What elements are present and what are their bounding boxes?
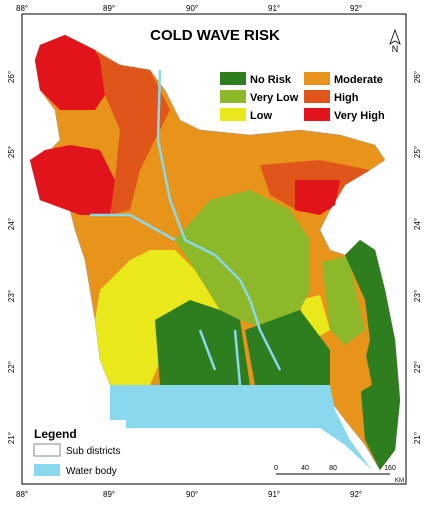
- latitude-label: 23°: [413, 290, 422, 302]
- scale-label: 0: [274, 465, 278, 472]
- latitude-label: 23°: [7, 290, 16, 302]
- longitude-label: 91°: [268, 490, 280, 499]
- water-body: [110, 385, 372, 470]
- latitude-label: 21°: [7, 432, 16, 444]
- legend-swatch: [220, 90, 246, 103]
- longitude-label: 89°: [103, 4, 115, 13]
- legend-swatch: [304, 90, 330, 103]
- longitude-label: 91°: [268, 4, 280, 13]
- latitude-label: 22°: [413, 361, 422, 373]
- latitude-label: 24°: [7, 218, 16, 230]
- latitude-label: 21°: [413, 432, 422, 444]
- legend-label: No Risk: [250, 74, 292, 86]
- very-low-region: [322, 256, 365, 345]
- longitude-label: 92°: [350, 490, 362, 499]
- very-low-region: [175, 190, 310, 330]
- high-region: [65, 35, 170, 215]
- legend-label: Sub districts: [66, 446, 120, 457]
- no-risk-region: [155, 300, 250, 385]
- river: [90, 69, 282, 386]
- scale-unit: KM: [395, 478, 404, 484]
- latitude-label: 25°: [413, 146, 422, 158]
- legend-swatch: [220, 108, 246, 121]
- legend-label: Very Low: [250, 92, 299, 104]
- legend-label: Low: [250, 110, 272, 122]
- latitude-label: 25°: [7, 146, 16, 158]
- legend-box: Legend Sub districts Water body: [26, 420, 126, 482]
- regions: [29, 34, 401, 471]
- moderate-region: [340, 350, 372, 395]
- very-high-region: [35, 35, 105, 110]
- latitude-label: 26°: [413, 71, 422, 83]
- map-title: COLD WAVE RISK: [150, 27, 280, 44]
- legend-label: Moderate: [334, 74, 383, 86]
- latitude-label: 26°: [7, 71, 16, 83]
- very-high-region: [30, 145, 115, 215]
- legend-swatch: [304, 72, 330, 85]
- longitude-label: 88°: [16, 490, 28, 499]
- longitude-label: 92°: [350, 4, 362, 13]
- latitude-label: 22°: [7, 361, 16, 373]
- scale-label: 80: [329, 465, 337, 472]
- labels: COLD WAVE RISK N: [150, 27, 401, 54]
- north-arrow: [389, 28, 401, 45]
- longitude-label: 88°: [16, 4, 28, 13]
- legend-swatch: [34, 464, 60, 476]
- legend-label: Very High: [334, 110, 385, 122]
- low-region: [95, 250, 220, 385]
- scale-label: 160: [384, 465, 396, 472]
- longitude-label: 90°: [186, 490, 198, 499]
- scale-bar: 0 40 80 160 KM: [274, 465, 404, 484]
- latitude-label: 24°: [413, 218, 422, 230]
- very-high-region: [295, 180, 340, 215]
- north-arrow-label: N: [392, 44, 399, 54]
- legend-label: Water body: [66, 466, 117, 477]
- legend-label: High: [334, 92, 359, 104]
- scale-label: 40: [301, 465, 309, 472]
- legend-title: Legend: [34, 427, 77, 441]
- no-risk-region: [245, 310, 330, 385]
- longitude-label: 90°: [186, 4, 198, 13]
- legend-swatch: [220, 72, 246, 85]
- longitude-label: 89°: [103, 490, 115, 499]
- legend-swatch: [304, 108, 330, 121]
- no-risk-region: [345, 240, 400, 470]
- legend-swatch: [33, 443, 61, 457]
